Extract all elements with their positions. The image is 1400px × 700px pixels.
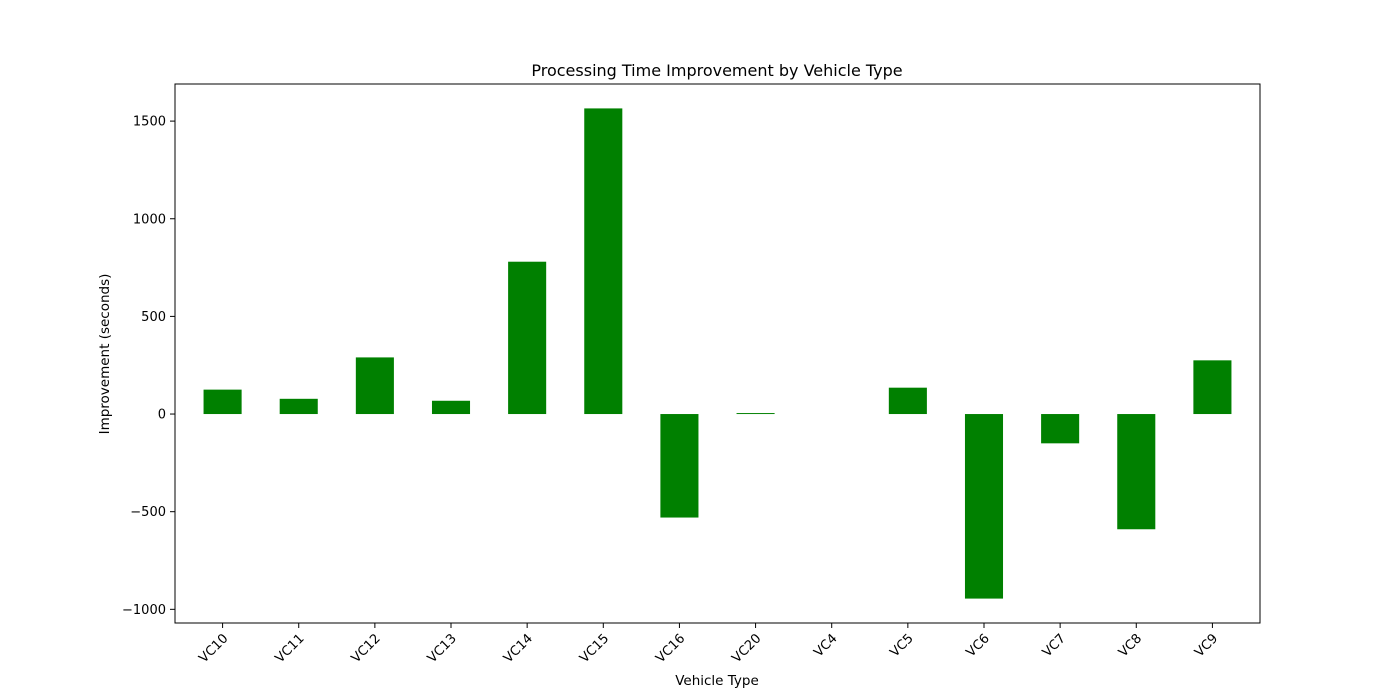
x-tick-label: VC9 xyxy=(1192,631,1221,660)
x-tick-label: VC11 xyxy=(273,631,308,666)
y-tick-label: 1500 xyxy=(133,115,166,130)
x-tick-label: VC16 xyxy=(653,631,688,666)
y-tick-label: 500 xyxy=(141,310,166,325)
x-tick-label: VC4 xyxy=(811,631,840,660)
y-axis: −1000 −500 0 500 1000 1500 xyxy=(122,115,175,618)
bar-vc14 xyxy=(508,261,547,415)
x-axis-label: Vehicle Type xyxy=(675,673,759,689)
x-tick-label: VC7 xyxy=(1040,631,1069,660)
y-tick-label: 1000 xyxy=(133,212,166,227)
x-tick-label: VC20 xyxy=(729,631,764,666)
x-tick-label: VC10 xyxy=(196,631,231,666)
y-axis-label: Improvement (seconds) xyxy=(97,274,113,435)
plot-frame xyxy=(174,83,1261,624)
bar-vc12 xyxy=(355,357,394,415)
x-tick-label: VC5 xyxy=(888,631,917,660)
x-axis: VC10 VC11 VC12 VC13 VC14 VC15 VC16 VC20 VC4 VC5 VC… xyxy=(196,623,1221,666)
x-tick-label: VC14 xyxy=(501,631,536,666)
y-tick-label: 0 xyxy=(158,408,166,423)
y-tick-label: −500 xyxy=(130,505,166,520)
bar-vc13 xyxy=(431,400,471,415)
x-tick-label: VC8 xyxy=(1116,631,1145,660)
bar-vc11 xyxy=(279,398,318,415)
bar-vc10 xyxy=(203,389,242,415)
bars-group xyxy=(203,108,1232,599)
bar-vc20 xyxy=(736,413,775,415)
bar-vc8 xyxy=(1117,414,1156,530)
bar-vc9 xyxy=(1193,360,1232,415)
bar-vc15 xyxy=(584,108,623,415)
bar-vc5 xyxy=(888,387,927,415)
bar-vc16 xyxy=(660,414,699,518)
x-tick-label: VC12 xyxy=(349,631,384,666)
bar-vc6 xyxy=(964,414,1004,599)
x-tick-label: VC6 xyxy=(964,631,993,660)
chart-title: Processing Time Improvement by Vehicle T… xyxy=(531,61,902,80)
x-tick-label: VC13 xyxy=(425,631,460,666)
y-tick-label: −1000 xyxy=(122,603,166,618)
bar-vc7 xyxy=(1041,414,1080,444)
x-tick-label: VC15 xyxy=(577,631,612,666)
